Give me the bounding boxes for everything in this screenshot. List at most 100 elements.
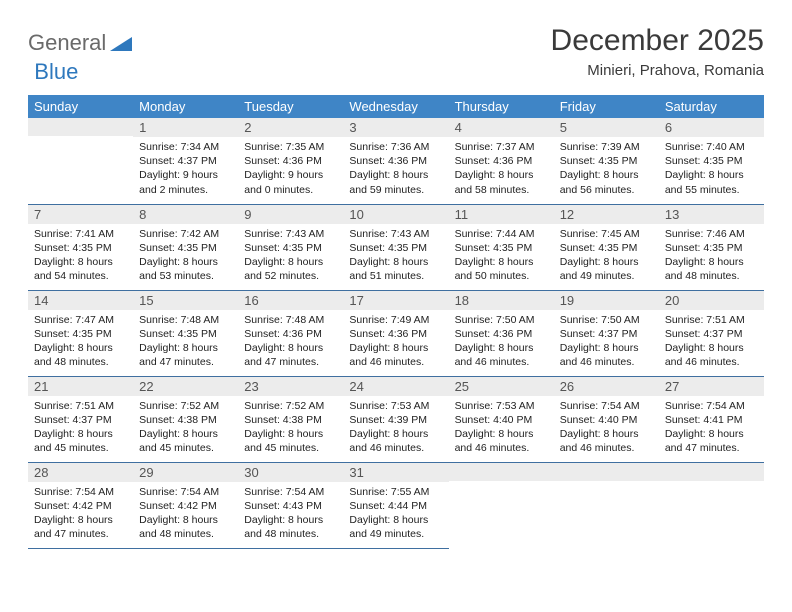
sunrise-text: Sunrise: 7:51 AM <box>665 313 758 327</box>
day-number: 20 <box>659 291 764 310</box>
sunset-text: Sunset: 4:36 PM <box>455 154 548 168</box>
calendar-day-cell: 27Sunrise: 7:54 AMSunset: 4:41 PMDayligh… <box>659 376 764 462</box>
daylight-text: Daylight: 8 hours and 51 minutes. <box>349 255 442 283</box>
daylight-text: Daylight: 8 hours and 58 minutes. <box>455 168 548 196</box>
calendar-day-cell <box>28 118 133 204</box>
calendar-day-cell: 23Sunrise: 7:52 AMSunset: 4:38 PMDayligh… <box>238 376 343 462</box>
day-number: 7 <box>28 205 133 224</box>
day-number: 31 <box>343 463 448 482</box>
calendar-day-cell: 28Sunrise: 7:54 AMSunset: 4:42 PMDayligh… <box>28 462 133 548</box>
sunset-text: Sunset: 4:35 PM <box>665 154 758 168</box>
day-content: Sunrise: 7:48 AMSunset: 4:35 PMDaylight:… <box>133 310 238 376</box>
daylight-text: Daylight: 8 hours and 49 minutes. <box>349 513 442 541</box>
sunrise-text: Sunrise: 7:41 AM <box>34 227 127 241</box>
day-content: Sunrise: 7:46 AMSunset: 4:35 PMDaylight:… <box>659 224 764 290</box>
day-content: Sunrise: 7:49 AMSunset: 4:36 PMDaylight:… <box>343 310 448 376</box>
day-number: 29 <box>133 463 238 482</box>
day-number <box>449 463 554 481</box>
daylight-text: Daylight: 8 hours and 47 minutes. <box>665 427 758 455</box>
weekday-header: Wednesday <box>343 95 448 118</box>
sunset-text: Sunset: 4:35 PM <box>139 327 232 341</box>
calendar-day-cell: 13Sunrise: 7:46 AMSunset: 4:35 PMDayligh… <box>659 204 764 290</box>
weekday-header: Saturday <box>659 95 764 118</box>
day-content: Sunrise: 7:35 AMSunset: 4:36 PMDaylight:… <box>238 137 343 203</box>
calendar-day-cell: 11Sunrise: 7:44 AMSunset: 4:35 PMDayligh… <box>449 204 554 290</box>
day-number <box>554 463 659 481</box>
sunrise-text: Sunrise: 7:54 AM <box>244 485 337 499</box>
calendar-day-cell: 30Sunrise: 7:54 AMSunset: 4:43 PMDayligh… <box>238 462 343 548</box>
calendar-day-cell: 10Sunrise: 7:43 AMSunset: 4:35 PMDayligh… <box>343 204 448 290</box>
day-content: Sunrise: 7:54 AMSunset: 4:40 PMDaylight:… <box>554 396 659 462</box>
page-title: December 2025 <box>551 24 764 58</box>
calendar-day-cell: 9Sunrise: 7:43 AMSunset: 4:35 PMDaylight… <box>238 204 343 290</box>
sunrise-text: Sunrise: 7:48 AM <box>139 313 232 327</box>
sunset-text: Sunset: 4:44 PM <box>349 499 442 513</box>
calendar-week-row: 21Sunrise: 7:51 AMSunset: 4:37 PMDayligh… <box>28 376 764 462</box>
calendar-day-cell: 31 Sunrise: 7:55 AMSunset: 4:44 PMDayligh… <box>343 462 448 548</box>
day-content: Sunrise: 7:40 AMSunset: 4:35 PMDaylight:… <box>659 137 764 203</box>
sunset-text: Sunset: 4:35 PM <box>244 241 337 255</box>
daylight-text: Daylight: 8 hours and 50 minutes. <box>455 255 548 283</box>
calendar-day-cell: 29Sunrise: 7:54 AMSunset: 4:42 PMDayligh… <box>133 462 238 548</box>
day-number: 16 <box>238 291 343 310</box>
sunset-text: Sunset: 4:39 PM <box>349 413 442 427</box>
weekday-header: Tuesday <box>238 95 343 118</box>
calendar-day-cell: 16Sunrise: 7:48 AMSunset: 4:36 PMDayligh… <box>238 290 343 376</box>
calendar-day-cell: 19Sunrise: 7:50 AMSunset: 4:37 PMDayligh… <box>554 290 659 376</box>
day-content: Sunrise: 7:42 AMSunset: 4:35 PMDaylight:… <box>133 224 238 290</box>
daylight-text: Daylight: 9 hours and 2 minutes. <box>139 168 232 196</box>
calendar-week-row: 7Sunrise: 7:41 AMSunset: 4:35 PMDaylight… <box>28 204 764 290</box>
daylight-text: Daylight: 8 hours and 48 minutes. <box>244 513 337 541</box>
sunset-text: Sunset: 4:35 PM <box>455 241 548 255</box>
daylight-text: Daylight: 8 hours and 46 minutes. <box>455 341 548 369</box>
logo-triangle-icon <box>110 35 132 51</box>
sunrise-text: Sunrise: 7:48 AM <box>244 313 337 327</box>
sunrise-text: Sunrise: 7:35 AM <box>244 140 337 154</box>
daylight-text: Daylight: 8 hours and 48 minutes. <box>139 513 232 541</box>
calendar-day-cell: 5Sunrise: 7:39 AMSunset: 4:35 PMDaylight… <box>554 118 659 204</box>
calendar-header-row: SundayMondayTuesdayWednesdayThursdayFrid… <box>28 95 764 118</box>
sunset-text: Sunset: 4:35 PM <box>34 327 127 341</box>
day-content: Sunrise: 7:54 AMSunset: 4:41 PMDaylight:… <box>659 396 764 462</box>
daylight-text: Daylight: 8 hours and 45 minutes. <box>139 427 232 455</box>
day-content: Sunrise: 7:41 AMSunset: 4:35 PMDaylight:… <box>28 224 133 290</box>
calendar-day-cell: 18Sunrise: 7:50 AMSunset: 4:36 PMDayligh… <box>449 290 554 376</box>
calendar-day-cell: 3Sunrise: 7:36 AMSunset: 4:36 PMDaylight… <box>343 118 448 204</box>
sunrise-text: Sunrise: 7:50 AM <box>560 313 653 327</box>
daylight-text: Daylight: 8 hours and 46 minutes. <box>349 341 442 369</box>
sunrise-text: Sunrise: 7:53 AM <box>349 399 442 413</box>
day-number: 23 <box>238 377 343 396</box>
sunrise-text: Sunrise: 7:42 AM <box>139 227 232 241</box>
day-number: 21 <box>28 377 133 396</box>
calendar-day-cell: 15Sunrise: 7:48 AMSunset: 4:35 PMDayligh… <box>133 290 238 376</box>
sunrise-text: Sunrise: 7:44 AM <box>455 227 548 241</box>
sunset-text: Sunset: 4:43 PM <box>244 499 337 513</box>
sunset-text: Sunset: 4:35 PM <box>665 241 758 255</box>
day-number: 18 <box>449 291 554 310</box>
day-content: Sunrise: 7:36 AMSunset: 4:36 PMDaylight:… <box>343 137 448 203</box>
day-content: Sunrise: 7:54 AMSunset: 4:42 PMDaylight:… <box>133 482 238 548</box>
calendar-day-cell: 6Sunrise: 7:40 AMSunset: 4:35 PMDaylight… <box>659 118 764 204</box>
sunrise-text: Sunrise: 7:34 AM <box>139 140 232 154</box>
day-number: 14 <box>28 291 133 310</box>
sunset-text: Sunset: 4:36 PM <box>244 154 337 168</box>
sunset-text: Sunset: 4:36 PM <box>349 154 442 168</box>
sunset-text: Sunset: 4:37 PM <box>34 413 127 427</box>
sunset-text: Sunset: 4:35 PM <box>349 241 442 255</box>
day-number: 3 <box>343 118 448 137</box>
weekday-header: Monday <box>133 95 238 118</box>
day-number <box>659 463 764 481</box>
day-content: Sunrise: 7:51 AMSunset: 4:37 PMDaylight:… <box>28 396 133 462</box>
weekday-header: Thursday <box>449 95 554 118</box>
sunset-text: Sunset: 4:37 PM <box>560 327 653 341</box>
day-content: Sunrise: 7:34 AMSunset: 4:37 PMDaylight:… <box>133 137 238 203</box>
sunrise-text: Sunrise: 7:39 AM <box>560 140 653 154</box>
sunrise-text: Sunrise: 7:54 AM <box>560 399 653 413</box>
sunrise-text: Sunrise: 7:55 AM <box>349 485 442 499</box>
location-text: Minieri, Prahova, Romania <box>551 62 764 79</box>
calendar-day-cell: 24Sunrise: 7:53 AMSunset: 4:39 PMDayligh… <box>343 376 448 462</box>
day-number: 2 <box>238 118 343 137</box>
day-number: 26 <box>554 377 659 396</box>
calendar-day-cell <box>449 462 554 548</box>
daylight-text: Daylight: 8 hours and 52 minutes. <box>244 255 337 283</box>
